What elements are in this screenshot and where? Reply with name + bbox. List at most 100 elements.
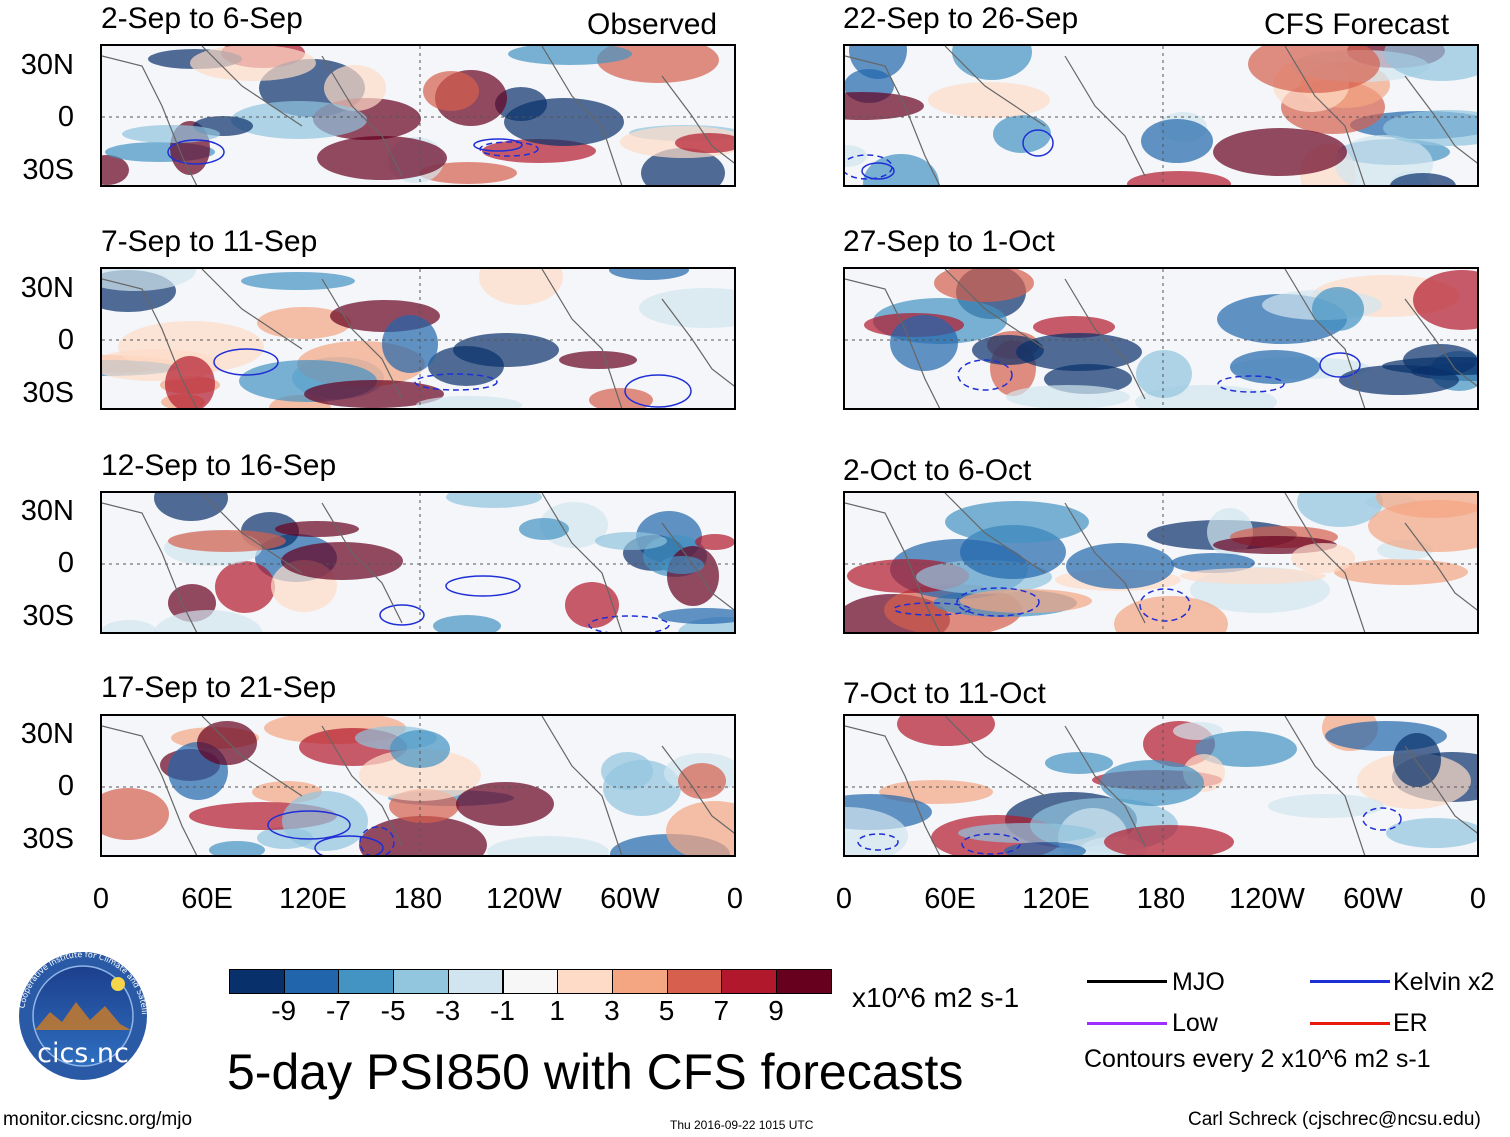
anomaly-blob <box>519 518 569 540</box>
anomaly-blob <box>419 162 517 184</box>
colorbar-unit: x10^6 m2 s-1 <box>852 982 1020 1013</box>
anomaly-blob <box>1180 568 1326 584</box>
observed-label: Observed <box>587 8 718 41</box>
anomaly-blob <box>666 801 734 855</box>
kelvin-contour <box>1319 352 1361 378</box>
anomaly-blob <box>1413 270 1477 330</box>
anomaly-blob <box>845 807 908 855</box>
colorbar-tick-label: -9 <box>271 995 297 1026</box>
anomaly-blob <box>1335 135 1433 185</box>
coastline <box>102 725 198 855</box>
kelvin-contour <box>1217 375 1285 393</box>
anomaly-blob <box>1045 752 1113 774</box>
lat-label-30s: 30S <box>22 823 74 855</box>
anomaly-blob <box>845 92 924 120</box>
coastline <box>1284 46 1366 185</box>
coastline <box>661 75 734 164</box>
anomaly-blob <box>1297 493 1383 527</box>
map-panel-right-1 <box>843 44 1479 187</box>
coastline <box>201 269 303 350</box>
anomaly-blob <box>1004 842 1086 855</box>
anomaly-blob <box>1386 818 1477 848</box>
coastline <box>102 55 198 185</box>
kelvin-contour <box>961 833 1021 855</box>
kelvin-contour <box>267 810 351 840</box>
anomaly-blob <box>282 791 368 851</box>
kelvin-contour <box>1139 588 1191 622</box>
coastline <box>1284 716 1366 855</box>
anomaly-blob <box>453 333 559 367</box>
coastline <box>661 298 734 387</box>
kelvin-contour <box>213 348 279 376</box>
anomaly-blob <box>317 136 447 180</box>
anomaly-blob <box>508 46 632 65</box>
map-field <box>845 716 1477 855</box>
kelvin-contour <box>414 373 498 391</box>
anomaly-blob <box>168 530 286 552</box>
coastline <box>1404 745 1477 834</box>
coastline <box>1284 493 1366 632</box>
colorbar-tick-label: -3 <box>435 995 461 1026</box>
anomaly-blob <box>972 335 1044 365</box>
kelvin-contour <box>845 154 893 180</box>
coastline <box>321 725 403 847</box>
coastline <box>541 493 623 632</box>
coastline <box>321 502 403 624</box>
coastline <box>1404 75 1477 164</box>
coastline <box>201 46 303 127</box>
lon-label-left: 0 <box>92 883 110 915</box>
anomaly-blob <box>1230 350 1320 384</box>
colorbar-tick-label: 5 <box>658 995 675 1026</box>
kelvin-contour <box>1022 129 1054 157</box>
anomaly-blob <box>1066 543 1174 589</box>
map-panel-right-3 <box>843 491 1479 634</box>
colorbar-tick-label: 3 <box>604 995 620 1026</box>
anomaly-blob <box>1033 316 1115 338</box>
lon-label-right: 0 <box>1469 883 1487 915</box>
anomaly-blob <box>890 315 958 371</box>
anomaly-blob <box>197 721 257 765</box>
kelvin-contour <box>1362 807 1402 831</box>
anomaly-blob <box>1136 350 1192 398</box>
map-field <box>845 46 1477 185</box>
kelvin-contour <box>857 833 899 851</box>
panel-title-right-3: 2-Oct to 6-Oct <box>843 454 1032 487</box>
anomaly-blob <box>609 269 689 280</box>
kelvin-contour <box>893 602 971 616</box>
kelvin-contour <box>588 615 670 632</box>
lon-label-right: 0 <box>835 883 853 915</box>
colorbar-swatch <box>611 969 668 994</box>
anomaly-blob <box>257 307 351 339</box>
lon-label-right: 60E <box>924 883 976 915</box>
anomaly-blob <box>446 493 542 508</box>
map-field <box>102 716 734 855</box>
coastline <box>201 493 303 574</box>
colorbar-swatch <box>447 969 504 994</box>
anomaly-blob <box>993 115 1051 153</box>
anomaly-blob <box>1006 385 1130 408</box>
map-panel-left-1 <box>100 44 736 187</box>
kelvin-contour <box>956 587 1040 617</box>
map-field <box>102 46 734 185</box>
lat-label-30s: 30S <box>22 600 74 632</box>
map-field <box>102 493 734 632</box>
footer-url[interactable]: monitor.cicsnc.org/mjo <box>3 1109 193 1130</box>
logo-text: cics.nc <box>37 1038 129 1069</box>
anomaly-blob <box>416 396 522 408</box>
map-panel-right-2 <box>843 267 1479 410</box>
anomaly-blob <box>382 315 438 373</box>
coastline <box>661 745 734 834</box>
coastline <box>102 278 198 408</box>
lat-label-0: 0 <box>57 547 74 579</box>
legend-label-er: ER <box>1393 1009 1428 1037</box>
anomaly-blob <box>1390 173 1456 185</box>
coastline <box>944 493 1046 574</box>
kelvin-contour <box>624 374 692 408</box>
anomaly-blob <box>1213 128 1347 176</box>
anomaly-blob <box>595 532 667 550</box>
coastline <box>944 46 1046 127</box>
lat-label-30s: 30S <box>22 377 74 409</box>
coastline <box>1404 298 1477 387</box>
coastline <box>1064 725 1146 847</box>
anomaly-blob <box>433 615 501 632</box>
